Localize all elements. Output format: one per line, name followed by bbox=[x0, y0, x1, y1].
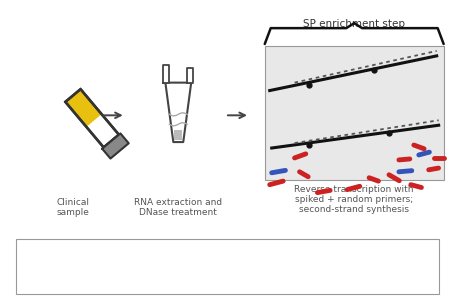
Polygon shape bbox=[163, 65, 169, 82]
Polygon shape bbox=[86, 114, 119, 147]
Polygon shape bbox=[65, 89, 119, 147]
Polygon shape bbox=[165, 82, 191, 142]
Text: Reverse transcription with
spiked + random primers;
second-strand synthesis: Reverse transcription with spiked + rand… bbox=[294, 185, 414, 214]
Text: SP enrichment step: SP enrichment step bbox=[303, 19, 405, 29]
Polygon shape bbox=[174, 130, 182, 140]
Polygon shape bbox=[187, 68, 193, 82]
FancyBboxPatch shape bbox=[265, 46, 444, 180]
FancyBboxPatch shape bbox=[16, 239, 439, 294]
Text: RNA extraction and
DNase treatment: RNA extraction and DNase treatment bbox=[134, 198, 222, 217]
Text: Clinical
sample: Clinical sample bbox=[56, 198, 90, 217]
Polygon shape bbox=[102, 134, 129, 159]
